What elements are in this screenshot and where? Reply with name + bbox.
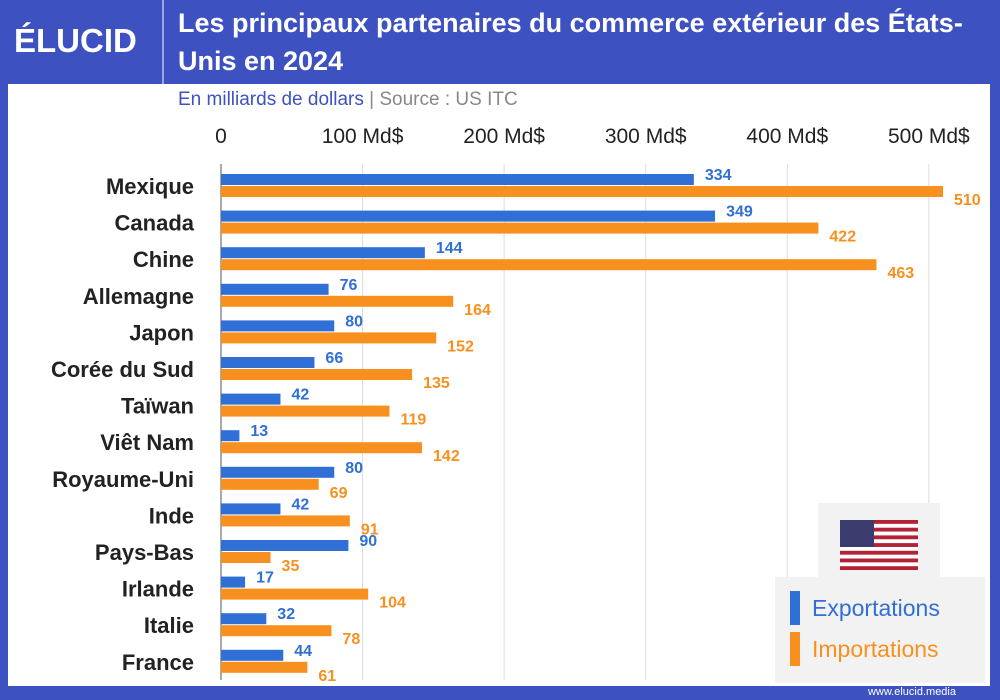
exports-value-label: 80 — [345, 460, 363, 477]
exports-bar — [221, 430, 240, 442]
category-label: France — [122, 650, 194, 675]
exports-bar — [221, 466, 335, 478]
category-label: Viêt Nam — [100, 430, 194, 455]
exports-bar — [221, 393, 281, 405]
imports-value-label: 35 — [282, 558, 300, 575]
source-label: Source : US ITC — [379, 89, 518, 110]
header: ÉLUCID Les principaux partenaires du com… — [0, 0, 1000, 84]
imports-value-label: 463 — [887, 265, 914, 282]
exports-bar — [221, 540, 349, 551]
category-label: Italie — [144, 613, 194, 638]
category-label: Taïwan — [121, 394, 194, 419]
subtitle-separator: | — [369, 89, 375, 110]
exports-bar — [221, 649, 284, 661]
imports-value-label: 119 — [400, 412, 426, 429]
imports-bar — [221, 588, 369, 600]
imports-bar — [221, 222, 819, 234]
exports-value-label: 32 — [277, 606, 295, 623]
us-flag-icon — [840, 520, 918, 570]
imports-value-label: 142 — [433, 448, 460, 465]
flag-box — [818, 503, 940, 579]
imports-value-label: 78 — [342, 631, 360, 648]
imports-bar — [221, 552, 271, 563]
category-label: Mexique — [106, 174, 194, 199]
exports-bar — [221, 283, 329, 295]
category-label: Inde — [149, 503, 194, 528]
x-tick-label: 300 Md$ — [605, 125, 687, 148]
legend-label-exports: Exportations — [812, 595, 940, 621]
exports-value-label: 349 — [726, 204, 753, 221]
chart-title: Les principaux partenaires du commerce e… — [178, 8, 963, 76]
exports-bar — [221, 210, 716, 222]
imports-value-label: 164 — [464, 302, 491, 319]
exports-value-label: 13 — [250, 423, 268, 440]
imports-bar — [221, 442, 423, 454]
imports-bar — [221, 625, 332, 637]
category-label: Pays-Bas — [95, 540, 194, 565]
imports-value-label: 104 — [379, 595, 406, 612]
exports-bar — [221, 503, 281, 515]
legend-label-imports: Importations — [812, 636, 939, 662]
exports-value-label: 334 — [705, 167, 732, 184]
exports-bar — [221, 357, 315, 368]
imports-bar — [221, 186, 943, 197]
unit-label: En milliards de dollars — [178, 89, 364, 110]
imports-bar — [221, 661, 308, 673]
imports-bar — [221, 369, 413, 380]
exports-value-label: 76 — [340, 277, 358, 294]
exports-value-label: 144 — [436, 240, 463, 257]
x-tick-label: 200 Md$ — [463, 125, 545, 148]
elucid-logo: ÉLUCID — [14, 22, 137, 59]
exports-value-label: 90 — [359, 533, 377, 550]
legend: Exportations Importations — [775, 577, 985, 683]
imports-swatch — [790, 632, 800, 666]
x-tick-label: 500 Md$ — [888, 125, 970, 148]
footer-url: www.elucid.media — [867, 686, 956, 698]
x-tick-label: 400 Md$ — [746, 125, 828, 148]
category-label: Japon — [129, 320, 194, 345]
imports-bar — [221, 259, 877, 271]
subtitle: En milliards de dollars | Source : US IT… — [178, 89, 518, 111]
imports-value-label: 510 — [954, 192, 981, 209]
imports-bar — [221, 478, 319, 490]
exports-value-label: 44 — [294, 643, 312, 660]
imports-bar — [221, 295, 454, 307]
imports-bar — [221, 515, 350, 527]
exports-bar — [221, 576, 246, 588]
imports-value-label: 61 — [318, 668, 336, 685]
imports-bar — [221, 332, 437, 344]
exports-value-label: 80 — [345, 313, 363, 330]
exports-bar — [221, 247, 425, 259]
imports-bar — [221, 405, 390, 417]
category-label: Corée du Sud — [51, 357, 194, 382]
imports-value-label: 422 — [829, 229, 856, 246]
category-label: Canada — [115, 211, 195, 236]
exports-value-label: 42 — [291, 496, 309, 513]
category-label: Allemagne — [83, 284, 194, 309]
exports-bar — [221, 613, 267, 625]
imports-value-label: 152 — [447, 338, 474, 355]
exports-value-label: 66 — [325, 350, 343, 367]
category-label: Royaume-Uni — [52, 467, 194, 492]
exports-swatch — [790, 591, 800, 625]
x-tick-label: 0 — [215, 125, 227, 148]
imports-value-label: 135 — [423, 375, 450, 392]
exports-value-label: 17 — [256, 570, 274, 587]
x-tick-label: 100 Md$ — [322, 125, 404, 148]
exports-value-label: 42 — [291, 387, 309, 404]
imports-value-label: 91 — [361, 521, 379, 538]
category-label: Irlande — [122, 577, 194, 602]
category-label: Chine — [133, 247, 194, 272]
imports-value-label: 69 — [330, 485, 348, 502]
exports-bar — [221, 320, 335, 332]
header-divider — [162, 0, 164, 84]
exports-bar — [221, 174, 694, 185]
